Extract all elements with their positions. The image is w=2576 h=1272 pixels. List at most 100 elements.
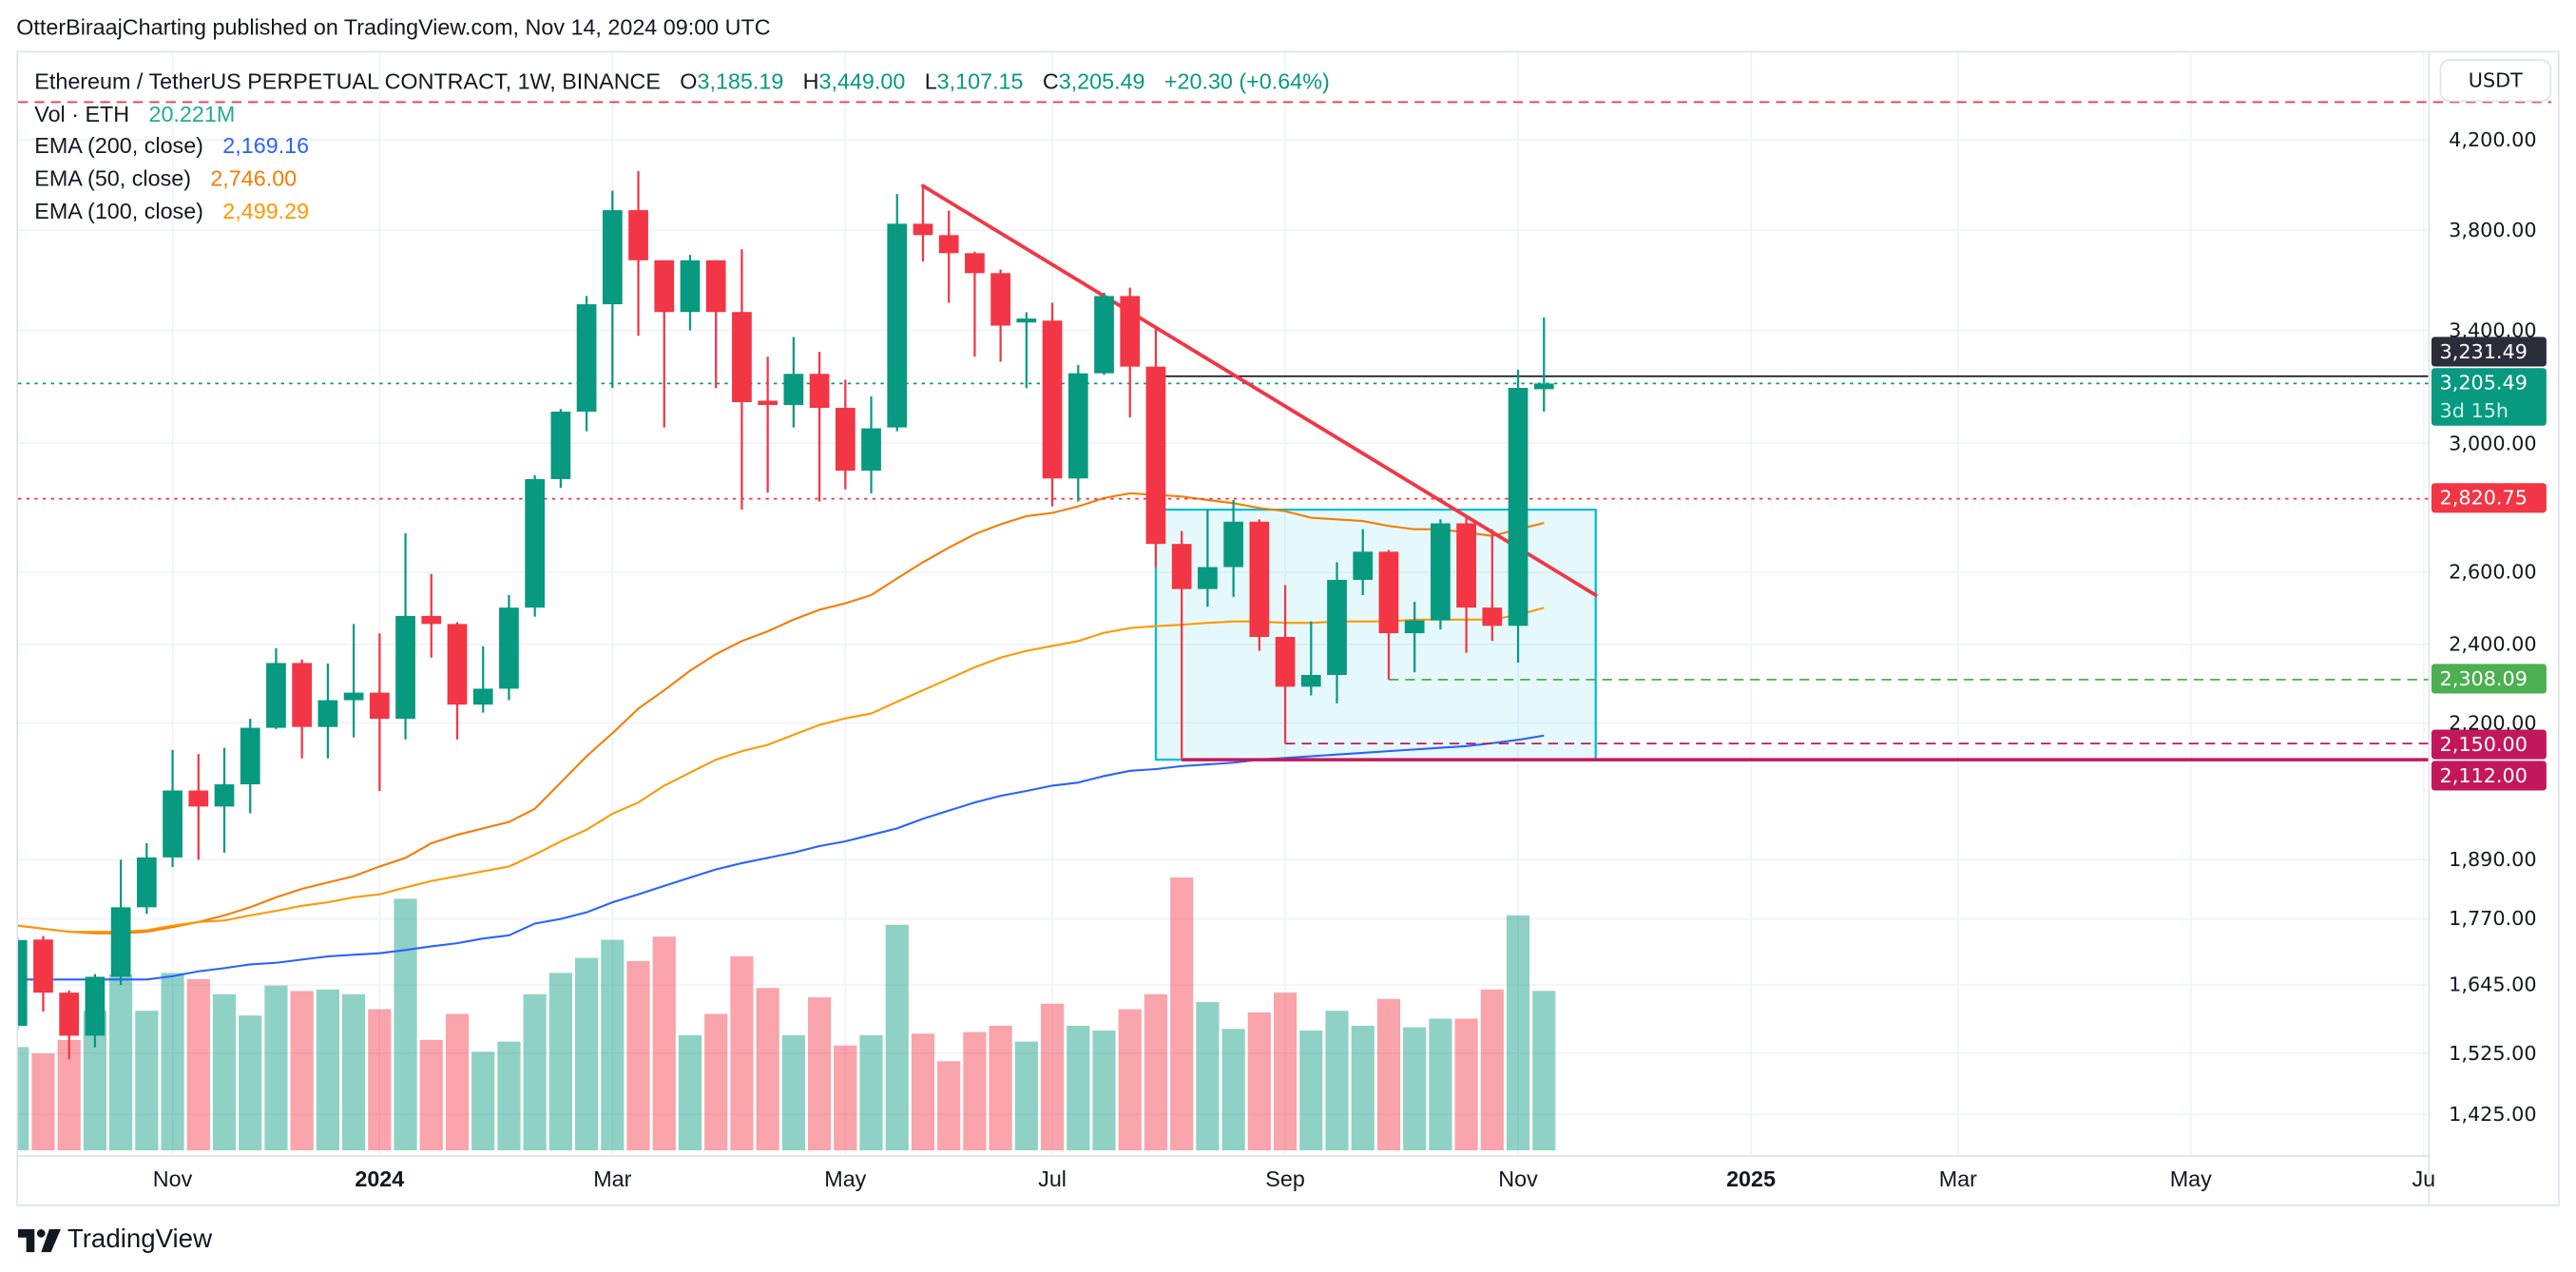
legend-ema-100-row[interactable]: EMA (100, close) 2,499.29 — [34, 195, 1329, 227]
volume-bar — [186, 979, 210, 1151]
symbol-title[interactable]: Ethereum / TetherUS PERPETUAL CONTRACT, … — [34, 68, 661, 94]
candle-body — [266, 663, 286, 728]
ema-50-line — [18, 491, 1545, 935]
candle-body — [163, 790, 183, 858]
candle-body — [654, 260, 675, 313]
volume-bar — [963, 1031, 987, 1151]
volume-bar — [1221, 1029, 1245, 1151]
publish-info: OtterBiraajCharting published on Trading… — [16, 14, 771, 40]
legend-volume-row[interactable]: Vol · ETH 20.221M — [34, 98, 1329, 130]
ema-200-value: 2,169.16 — [222, 133, 310, 159]
tradingview-logo[interactable]: TradingView — [18, 1226, 212, 1256]
candle — [1145, 328, 1166, 568]
candle — [1482, 529, 1503, 642]
volume-bar — [1014, 1041, 1038, 1151]
candle-body — [576, 304, 597, 413]
candle — [163, 749, 183, 867]
time-tick-label: May — [2169, 1166, 2212, 1192]
candle-body — [110, 907, 131, 977]
candle — [1042, 302, 1063, 507]
time-tick-label: May — [824, 1166, 867, 1192]
volume-bar — [911, 1033, 935, 1151]
volume-bar — [704, 1013, 728, 1151]
time-tick-label: Mar — [593, 1166, 632, 1192]
candle-body — [18, 939, 28, 1027]
candle-body — [602, 210, 623, 305]
candle-body — [965, 253, 985, 274]
ema-200-label: EMA (200, close) — [34, 133, 203, 159]
candle — [783, 337, 804, 428]
candle-body — [421, 615, 442, 625]
volume-value: 20.221M — [148, 101, 236, 126]
volume-bar — [574, 957, 599, 1151]
price-tick-label: 4,200.00 — [2449, 128, 2537, 152]
price-tick-label: 1,770.00 — [2449, 907, 2537, 931]
legend-ema-50-row[interactable]: EMA (50, close) 2,746.00 — [34, 163, 1329, 195]
volume-bar — [1067, 1025, 1090, 1151]
volume-bar — [394, 898, 417, 1151]
currency-button[interactable]: USDT — [2439, 59, 2552, 103]
price-label-value: 2,820.75 — [2439, 486, 2528, 510]
price-label-line-2820: 2,820.75 — [2431, 483, 2547, 513]
volume-bar — [937, 1061, 961, 1151]
candle-body — [369, 692, 390, 720]
volume-bar — [1480, 989, 1504, 1151]
legend-ema-200-row[interactable]: EMA (200, close) 2,169.16 — [34, 130, 1329, 163]
volume-bar — [678, 1034, 702, 1151]
candle — [654, 260, 675, 428]
volume-bar — [161, 973, 184, 1151]
volume-bar — [1040, 1003, 1065, 1151]
candle — [732, 249, 752, 511]
horizontal-levels[interactable] — [18, 101, 2552, 761]
candle — [292, 659, 313, 759]
candle — [628, 170, 648, 337]
open-label: O — [680, 68, 698, 94]
volume-bar — [652, 936, 676, 1151]
volume-bar — [834, 1045, 857, 1151]
candle — [1327, 562, 1347, 703]
price-tick-label: 3,800.00 — [2449, 218, 2537, 242]
volume-bar — [1299, 1030, 1323, 1151]
ema-lines — [18, 491, 1545, 981]
price-label-value: 3,231.49 — [2439, 339, 2528, 364]
volume-bar — [1351, 1025, 1375, 1151]
legend-symbol-row: Ethereum / TetherUS PERPETUAL CONTRACT, … — [34, 66, 1329, 98]
volume-bar — [989, 1025, 1012, 1151]
volume-bar — [290, 991, 314, 1151]
candle-body — [1378, 551, 1399, 634]
candle — [1094, 292, 1114, 376]
volume-bar — [1325, 1011, 1349, 1151]
candle — [1508, 369, 1528, 664]
candle-body — [809, 374, 830, 409]
candles — [18, 170, 1554, 1060]
price-tick-label: 1,645.00 — [2449, 973, 2537, 997]
high-label: H — [802, 68, 819, 94]
candle-body — [1431, 523, 1451, 621]
candle-body — [861, 428, 881, 472]
ema-100-value: 2,499.29 — [222, 198, 310, 223]
volume-bar — [316, 989, 339, 1151]
brand-name: TradingView — [67, 1225, 213, 1254]
candle — [110, 859, 131, 986]
trendline-drawing[interactable] — [921, 183, 1598, 597]
bar-countdown: 3d 15h — [2439, 399, 2509, 423]
price-tick-label: 2,400.00 — [2449, 632, 2537, 656]
candle — [317, 663, 338, 759]
candle — [938, 210, 959, 303]
volume-bar — [1506, 915, 1530, 1151]
candle — [214, 747, 235, 853]
candle — [85, 973, 106, 1048]
candle — [188, 754, 209, 860]
price-label-value: 2,150.00 — [2439, 732, 2528, 757]
price-label-line-2112: 2,112.00 — [2431, 761, 2547, 791]
volume-bar — [471, 1051, 495, 1151]
time-tick-label: Nov — [152, 1166, 193, 1192]
candle-body — [1094, 296, 1114, 374]
price-label-line-2308: 2,308.09 — [2431, 664, 2547, 694]
candle-body — [1198, 567, 1218, 589]
candle-body — [758, 400, 779, 406]
rectangle-drawing[interactable] — [1154, 508, 1597, 761]
low-label: L — [924, 68, 937, 94]
candle — [1275, 585, 1296, 744]
